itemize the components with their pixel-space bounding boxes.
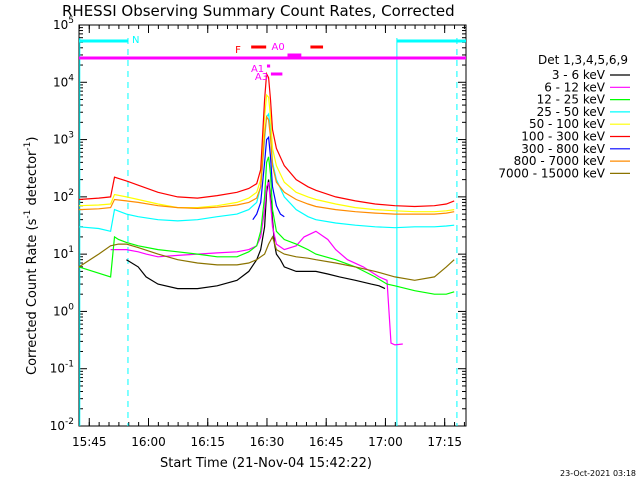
y-axis-label-sup2: -1 xyxy=(23,142,33,151)
legend-item-label: 100 - 300 keV xyxy=(521,130,605,144)
legend-item-label: 12 - 25 keV xyxy=(537,93,606,107)
x-tick-label: 16:30 xyxy=(250,435,285,449)
footer-date: 23-Oct-2021 03:18 xyxy=(560,469,636,478)
legend-item-label: 800 - 7000 keV xyxy=(514,154,606,168)
series-line-8 xyxy=(78,235,455,281)
y-tick-label: 104 xyxy=(53,73,74,89)
y-axis-ticks: 10-2 10-1 100 101 102 103 104 105 xyxy=(50,16,466,433)
plot-area: 10-2 10-1 100 101 102 103 104 105 15:45 16:00 16:… xyxy=(50,16,467,449)
state-bar-label: F xyxy=(235,45,241,56)
chart-title: RHESSI Observing Summary Count Rates, Co… xyxy=(62,2,455,20)
series-line-5 xyxy=(78,71,455,208)
series-line-3 xyxy=(78,112,455,233)
y-axis-label-main: Corrected Count Rate (s xyxy=(25,218,40,375)
y-axis-label-sup1: -1 xyxy=(23,210,33,219)
legend-item-label: 7000 - 15000 keV xyxy=(498,166,605,180)
state-bar-label: A0 xyxy=(272,42,285,53)
y-tick-label: 10-1 xyxy=(50,360,74,376)
y-axis-label-mid: detector xyxy=(25,150,40,210)
state-bar-label: A3 xyxy=(255,72,268,83)
y-axis-label: Corrected Count Rate (s-1 detector-1) xyxy=(23,137,40,375)
series-lines xyxy=(78,71,455,346)
plot-frame xyxy=(78,24,467,427)
y-tick-label: 105 xyxy=(53,16,74,32)
x-axis-label: Start Time (21-Nov-04 15:42:22) xyxy=(160,456,372,471)
y-tick-label: 100 xyxy=(53,302,74,318)
legend-item-label: 50 - 100 keV xyxy=(529,117,606,131)
x-tick-label: 17:00 xyxy=(368,435,403,449)
y-axis-label-end: ) xyxy=(25,137,40,142)
state-bar-label: A1 xyxy=(251,64,264,75)
y-tick-label: 10-2 xyxy=(50,417,74,433)
series-line-0 xyxy=(126,179,386,290)
y-tick-label: 103 xyxy=(53,131,74,147)
series-line-6 xyxy=(252,135,285,221)
state-bar-label: N xyxy=(132,35,139,46)
x-tick-label: 15:45 xyxy=(72,435,107,449)
x-axis-ticks: 15:45 16:00 16:15 16:30 16:45 17:00 17:15 xyxy=(72,25,465,449)
legend-item-label: 25 - 50 keV xyxy=(537,105,606,119)
legend-item-label: 6 - 12 keV xyxy=(544,80,606,94)
legend-title: Det 1,3,4,5,6,9 xyxy=(538,53,628,67)
series-line-1 xyxy=(110,181,403,346)
series-line-4 xyxy=(78,93,455,213)
series-line-2 xyxy=(78,156,455,295)
y-tick-label: 101 xyxy=(53,245,74,261)
legend-item-label: 300 - 800 keV xyxy=(521,142,605,156)
y-tick-label: 102 xyxy=(53,188,74,204)
vertical-markers xyxy=(79,38,458,426)
x-tick-label: 16:45 xyxy=(309,435,344,449)
x-tick-label: 16:15 xyxy=(190,435,225,449)
x-tick-label: 17:15 xyxy=(427,435,462,449)
x-tick-label: 16:00 xyxy=(131,435,166,449)
series-line-7 xyxy=(78,115,455,215)
legend-item-label: 3 - 6 keV xyxy=(552,68,606,82)
